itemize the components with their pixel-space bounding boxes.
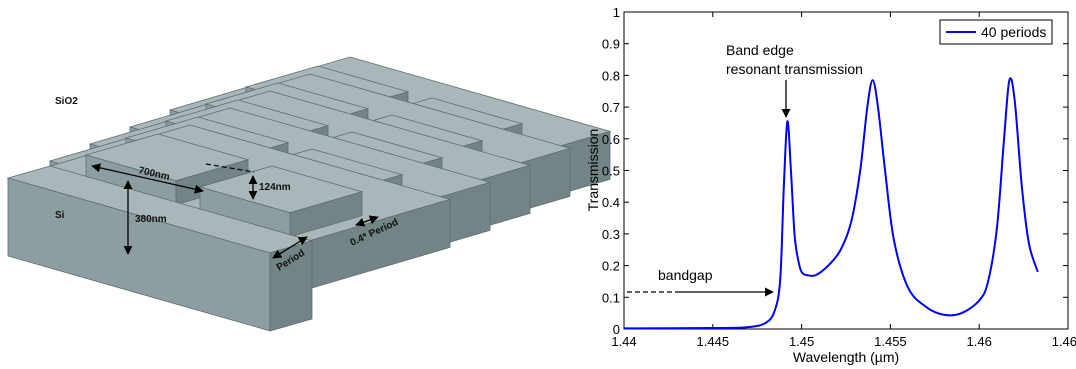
si-label: Si (55, 210, 65, 221)
band-edge-annotation-line2: resonant transmission (726, 61, 863, 77)
x-tick-label: 1.455 (874, 334, 907, 349)
x-tick-label: 1.46 (967, 334, 992, 349)
y-tick-label: 0.1 (602, 290, 620, 305)
y-axis-label: Transmission (585, 129, 601, 212)
y-tick-label: 1 (613, 5, 620, 20)
y-tick-label: 0 (613, 322, 620, 337)
plot-frame (623, 11, 1069, 330)
y-tick-label: 0.3 (602, 227, 620, 242)
height-dim-label: 380nm (135, 214, 167, 225)
etch-dim-label: 124nm (259, 182, 291, 193)
y-tick-label: 0.4 (602, 195, 620, 210)
x-tick-label: 1.465 (1052, 334, 1076, 349)
sio2-label: SiO2 (55, 96, 78, 107)
x-axis-label: Wavelength (µm) (793, 349, 899, 365)
band-edge-annotation-line1: Band edge (726, 42, 794, 58)
axis-ticks (623, 11, 1069, 330)
legend: 40 periods (939, 19, 1053, 45)
legend-entry-40-periods: 40 periods (981, 24, 1046, 40)
x-tick-label: 1.445 (697, 334, 730, 349)
period-dim-arrow (272, 236, 308, 259)
series-40-periods-line (623, 77, 1039, 330)
axis-tick-labels: 1.44 1.445 1.45 1.455 1.46 1.465 0 0.1 0.2 0.3 0.4… (602, 5, 1076, 349)
width-dim-arrow (91, 163, 204, 194)
transmission-plot: 1.44 1.445 1.45 1.455 1.46 1.465 0 0.1 0.2 0.3 0.4… (602, 5, 1076, 349)
y-tick-label: 0.8 (602, 68, 620, 83)
bandgap-annotation: bandgap (658, 267, 713, 283)
y-tick-label: 0.9 (602, 37, 620, 52)
x-tick-label: 1.45 (789, 334, 814, 349)
fraction-dim-arrow (355, 215, 379, 227)
y-tick-label: 0.7 (602, 100, 620, 115)
y-tick-label: 0.2 (602, 259, 620, 274)
grating-diagram (6, 56, 612, 332)
y-tick-label: 0.5 (602, 164, 620, 179)
x-tick-label: 1.44 (611, 334, 636, 349)
etch-ref-line (205, 163, 255, 173)
si-slab (6, 165, 314, 332)
y-tick-label: 0.6 (602, 132, 620, 147)
